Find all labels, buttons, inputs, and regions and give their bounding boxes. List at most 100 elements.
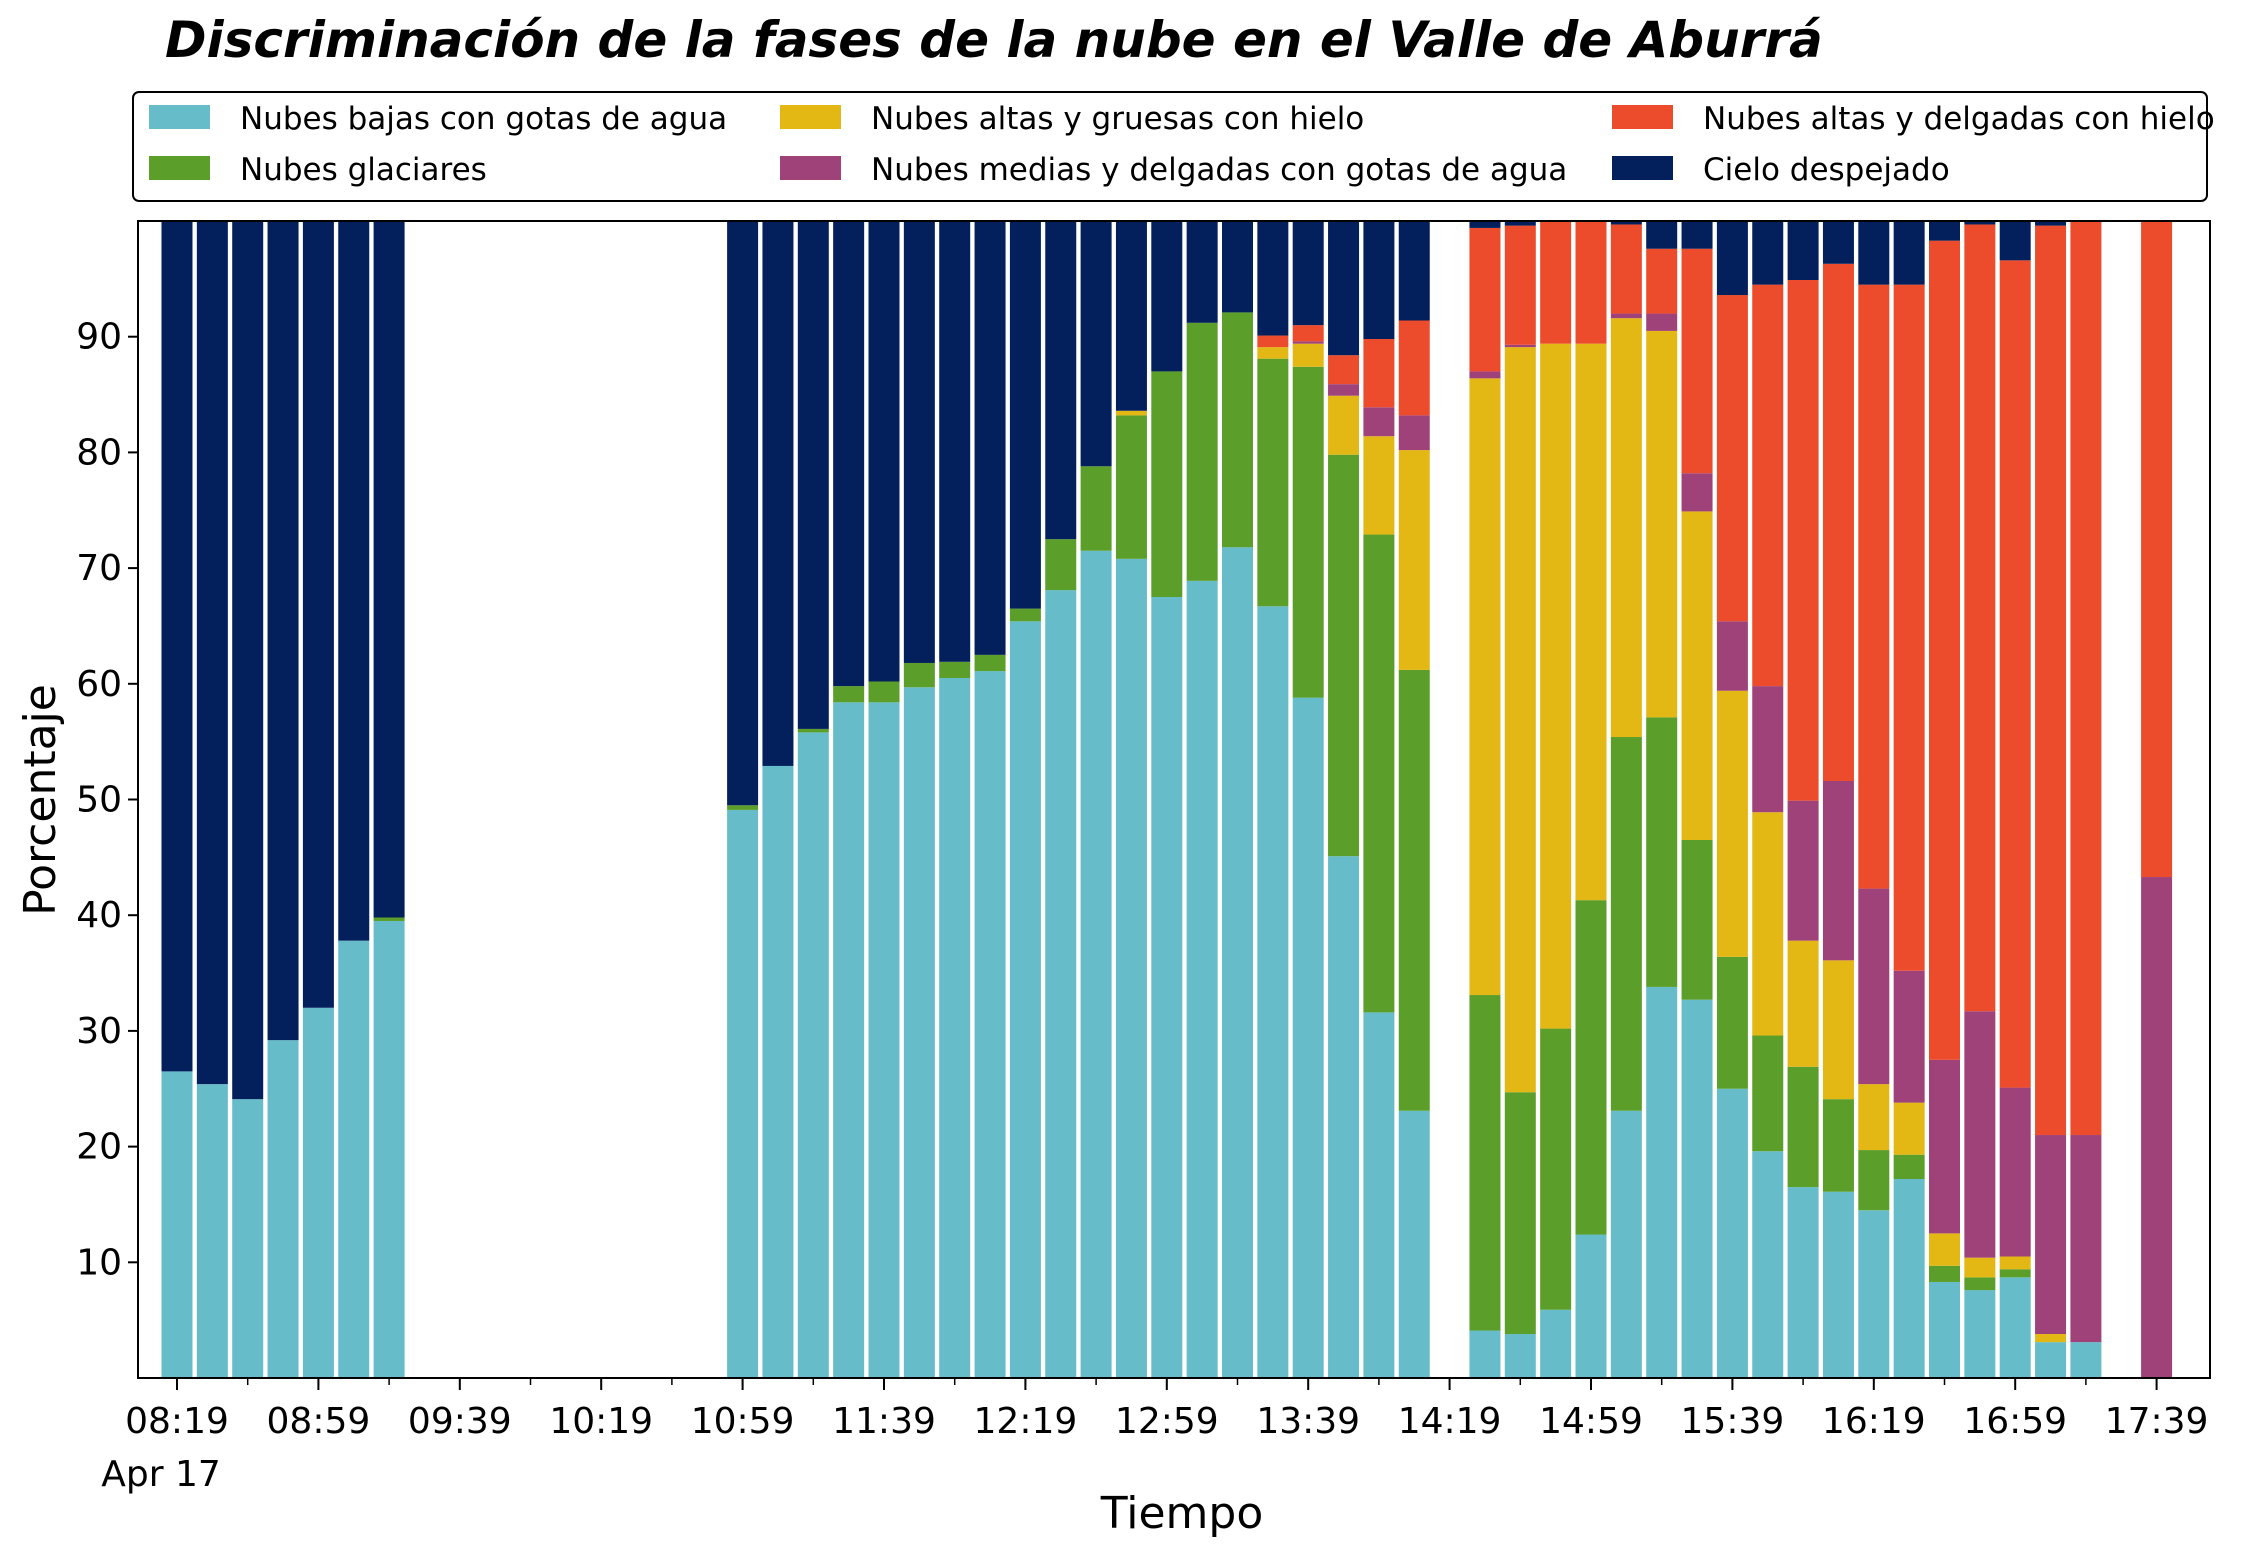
bar-segment: 15:39 — Cielo despejado: 6.4 bbox=[1716, 221, 1748, 296]
x-tick-label: 15:39 bbox=[1681, 1401, 1785, 1442]
bar-segment: 11:19 — Nubes glaciares: 0.3 bbox=[797, 728, 829, 733]
bar-segment: 15:49 — Cielo despejado: 5.5 bbox=[1752, 221, 1784, 285]
bar-segment: 13:49 — Nubes glaciares: 34.7 bbox=[1328, 454, 1360, 857]
bar-segment: 14:09 — Nubes altas y delgadas con hielo… bbox=[1398, 320, 1430, 416]
bar-segment: 16:29 — Nubes glaciares: 2.1 bbox=[1893, 1154, 1925, 1179]
bar-segment: 16:29 — Cielo despejado: 5.5 bbox=[1893, 221, 1925, 285]
bar-segment: 14:49 — Nubes bajas con gotas de agua: 5… bbox=[1540, 1309, 1572, 1378]
bar-segment: 16:19 — Nubes glaciares: 5.2 bbox=[1858, 1150, 1890, 1211]
bar-segment: 14:59 — Nubes bajas con gotas de agua: 1… bbox=[1575, 1234, 1607, 1378]
bar-segment: 15:09 — Nubes altas y gruesas con hielo:… bbox=[1610, 318, 1642, 738]
bar-segment: 11:49 — Nubes bajas con gotas de agua: 5… bbox=[903, 687, 935, 1378]
bar-segment: 08:49 — Nubes bajas con gotas de agua: 2… bbox=[267, 1040, 299, 1378]
bar-segment: 15:29 — Nubes altas y delgadas con hielo… bbox=[1681, 248, 1713, 474]
bar-segment: 08:39 — Cielo despejado: 75.9 bbox=[232, 221, 264, 1100]
legend-swatch bbox=[1612, 156, 1673, 180]
bar-segment: 14:09 — Nubes medias y delgadas con gota… bbox=[1398, 415, 1430, 451]
bar-segment: 13:19 — Cielo despejado: 7.9 bbox=[1222, 221, 1253, 313]
bar-segment: 14:39 — Nubes glaciares: 20.9 bbox=[1504, 1092, 1536, 1335]
bar-segment: 15:09 — Nubes bajas con gotas de agua: 2… bbox=[1610, 1110, 1642, 1378]
bar-segment: 09:09 — Nubes bajas con gotas de agua: 3… bbox=[338, 940, 370, 1378]
bar-segment: 16:09 — Cielo despejado: 3.7 bbox=[1822, 221, 1854, 264]
bar-segment: 14:39 — Nubes altas y delgadas con hielo… bbox=[1504, 225, 1536, 345]
bar-segment: 15:39 — Nubes bajas con gotas de agua: 2… bbox=[1716, 1088, 1748, 1378]
bar-segment: 15:49 — Nubes altas y delgadas con hielo… bbox=[1752, 284, 1784, 687]
bar-segment: 09:19 — Cielo despejado: 60.2 bbox=[373, 221, 405, 918]
y-tick-label: 60 bbox=[76, 664, 122, 705]
bar-segment: 08:29 — Nubes bajas con gotas de agua: 2… bbox=[196, 1084, 228, 1378]
bar-segment: 15:29 — Nubes glaciares: 13.8 bbox=[1681, 840, 1713, 1000]
bar-segment: 16:59 — Nubes medias y delgadas con gota… bbox=[1999, 1087, 2031, 1257]
bar-segment: 10:59 — Nubes glaciares: 0.4 bbox=[727, 805, 759, 810]
x-tick-label: 13:39 bbox=[1256, 1401, 1360, 1442]
x-tick-label: 08:59 bbox=[267, 1401, 371, 1442]
bar-segment: 16:09 — Nubes medias y delgadas con gota… bbox=[1822, 780, 1854, 961]
bar-segment: 13:59 — Nubes medias y delgadas con gota… bbox=[1363, 407, 1395, 437]
bar-segment: 08:19 — Cielo despejado: 73.5 bbox=[161, 221, 193, 1072]
x-tick-label: 09:39 bbox=[408, 1401, 512, 1442]
legend-label: Nubes glaciares bbox=[240, 152, 487, 188]
y-tick-label: 20 bbox=[76, 1127, 122, 1168]
bar-segment: 14:39 — Cielo despejado: 0.4 bbox=[1504, 221, 1536, 226]
bar-segment: 09:19 — Nubes glaciares: 0.3 bbox=[373, 917, 405, 921]
bar-segment: 14:09 — Nubes altas y gruesas con hielo:… bbox=[1398, 450, 1430, 670]
bar-segment: 16:39 — Nubes bajas con gotas de agua: 8… bbox=[1929, 1281, 1960, 1378]
bar-segment: 14:39 — Nubes bajas con gotas de agua: 3… bbox=[1504, 1334, 1536, 1378]
x-tick-label: 16:19 bbox=[1822, 1401, 1926, 1442]
bar-segment: 11:49 — Nubes glaciares: 2.1 bbox=[903, 662, 935, 688]
bar-segment: 14:49 — Nubes altas y gruesas con hielo:… bbox=[1540, 343, 1572, 1029]
bar-segment: 16:09 — Nubes bajas con gotas de agua: 1… bbox=[1822, 1191, 1854, 1378]
bar-segment: 16:09 — Nubes altas y delgadas con hielo… bbox=[1822, 263, 1854, 781]
bar-segment: 13:39 — Nubes glaciares: 28.6 bbox=[1292, 366, 1324, 698]
bar-segment: 15:39 — Nubes altas y gruesas con hielo:… bbox=[1716, 690, 1748, 957]
bar-segment: 13:59 — Nubes glaciares: 41.3 bbox=[1363, 534, 1395, 1013]
x-tick-label: 12:59 bbox=[1115, 1401, 1219, 1442]
y-axis-label: Porcentaje bbox=[15, 684, 66, 916]
bar-segment: 08:19 — Nubes bajas con gotas de agua: 2… bbox=[161, 1071, 193, 1378]
bar-segment: 13:29 — Nubes bajas con gotas de agua: 6… bbox=[1257, 606, 1289, 1378]
bar-segment: 17:39 — Nubes medias y delgadas con gota… bbox=[2141, 877, 2173, 1378]
x-tick-label: 10:19 bbox=[549, 1401, 653, 1442]
x-axis-label: Tiempo bbox=[1100, 1488, 1264, 1539]
x-tick-label: 14:19 bbox=[1398, 1401, 1502, 1442]
bar-segment: 12:59 — Nubes glaciares: 19.5 bbox=[1151, 371, 1183, 598]
x-tick-label: 14:59 bbox=[1539, 1401, 1643, 1442]
bar-segment: 16:19 — Nubes bajas con gotas de agua: 1… bbox=[1858, 1210, 1890, 1378]
bar-segment: 15:29 — Nubes medias y delgadas con gota… bbox=[1681, 473, 1713, 512]
bar-segment: 15:19 — Nubes glaciares: 23.3 bbox=[1646, 717, 1678, 987]
y-tick-label: 30 bbox=[76, 1011, 122, 1052]
bar-segment: 15:39 — Nubes glaciares: 11.4 bbox=[1716, 956, 1748, 1089]
bar-segment: 16:09 — Nubes glaciares: 8 bbox=[1822, 1099, 1854, 1192]
bar-segment: 14:09 — Cielo despejado: 8.6 bbox=[1398, 221, 1430, 321]
bar-segment: 14:29 — Nubes altas y delgadas con hielo… bbox=[1469, 227, 1501, 372]
bar-segment: 16:29 — Nubes bajas con gotas de agua: 1… bbox=[1893, 1179, 1925, 1378]
bar-segment: 11:09 — Cielo despejado: 47.1 bbox=[762, 221, 794, 766]
bar-segment: 12:29 — Nubes bajas con gotas de agua: 6… bbox=[1045, 590, 1077, 1378]
bar-segment: 14:29 — Nubes glaciares: 29 bbox=[1469, 995, 1501, 1331]
bar-segment: 12:59 — Nubes bajas con gotas de agua: 6… bbox=[1151, 597, 1183, 1378]
bar-segment: 12:19 — Cielo despejado: 33.5 bbox=[1009, 221, 1041, 609]
bar-segment: 11:09 — Nubes bajas con gotas de agua: 5… bbox=[762, 765, 794, 1378]
bar-segment: 13:29 — Nubes altas y gruesas con hielo:… bbox=[1257, 347, 1289, 359]
bar-segment: 15:29 — Nubes bajas con gotas de agua: 3… bbox=[1681, 999, 1713, 1378]
bar-segment: 13:09 — Nubes glaciares: 22.3 bbox=[1186, 322, 1218, 581]
bar-segment: 16:49 — Cielo despejado: 0.3 bbox=[1964, 221, 1996, 225]
bar-segment: 16:59 — Nubes altas y gruesas con hielo:… bbox=[1999, 1256, 2031, 1270]
bars: 08:19 — Nubes bajas con gotas de agua: 2… bbox=[161, 221, 2173, 1378]
bar-segment: 13:39 — Cielo despejado: 9 bbox=[1292, 221, 1324, 326]
x-tick-label: 12:19 bbox=[974, 1401, 1078, 1442]
legend-label: Nubes medias y delgadas con gotas de agu… bbox=[871, 152, 1567, 188]
bar-segment: 14:29 — Nubes altas y gruesas con hielo:… bbox=[1469, 378, 1501, 996]
bar-segment: 11:29 — Nubes glaciares: 1.4 bbox=[833, 686, 865, 703]
bar-segment: 15:59 — Nubes altas y gruesas con hielo:… bbox=[1787, 940, 1819, 1067]
bar-segment: 14:39 — Nubes medias y delgadas con gota… bbox=[1504, 344, 1536, 348]
bar-segment: 12:39 — Nubes bajas con gotas de agua: 7… bbox=[1080, 550, 1112, 1378]
legend-frame bbox=[132, 91, 2208, 202]
bar-segment: 12:49 — Nubes altas y gruesas con hielo:… bbox=[1115, 410, 1147, 416]
bar-segment: 14:49 — Nubes altas y delgadas con hielo… bbox=[1540, 221, 1572, 344]
bar-segment: 14:59 — Nubes altas y gruesas con hielo:… bbox=[1575, 343, 1607, 901]
bar-segment: 16:39 — Nubes altas y gruesas con hielo:… bbox=[1929, 1233, 1960, 1266]
bar-segment: 13:49 — Nubes altas y delgadas con hielo… bbox=[1328, 355, 1360, 385]
bar-segment: 11:59 — Nubes glaciares: 1.4 bbox=[939, 661, 971, 679]
